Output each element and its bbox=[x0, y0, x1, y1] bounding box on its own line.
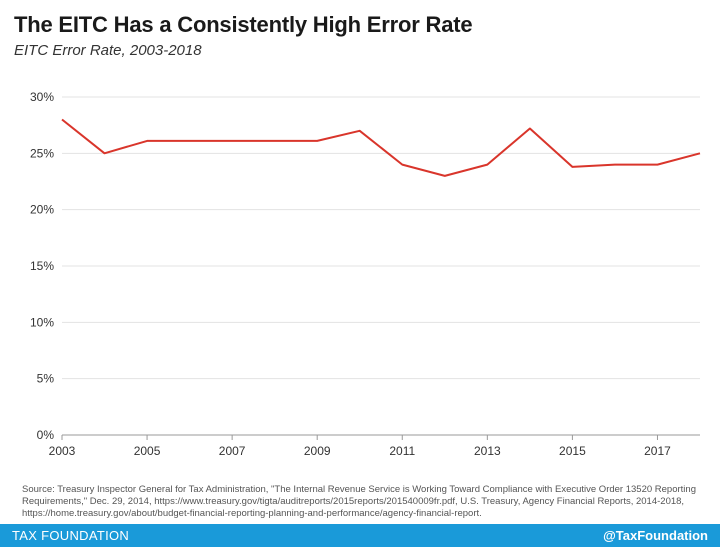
x-tick-label: 2005 bbox=[134, 444, 161, 458]
x-tick-label: 2011 bbox=[389, 444, 415, 458]
series-group bbox=[61, 118, 701, 177]
x-tick-label: 2017 bbox=[644, 444, 671, 458]
x-tick-label: 2015 bbox=[559, 444, 586, 458]
y-tick-label: 0% bbox=[37, 428, 55, 442]
y-tick-label: 15% bbox=[30, 259, 54, 273]
chart-title: The EITC Has a Consistently High Error R… bbox=[14, 12, 473, 37]
footer-org: TAX FOUNDATION bbox=[12, 528, 130, 543]
line-chart: 0% 5% 10% 15% 20% 25% 30% 2003 2005 2007 2009 2011… bbox=[30, 90, 701, 458]
y-tick-label: 30% bbox=[30, 90, 54, 104]
series-line bbox=[61, 118, 701, 177]
x-tick-label: 2009 bbox=[304, 444, 331, 458]
y-axis-ticks: 0% 5% 10% 15% 20% 25% 30% bbox=[30, 90, 54, 442]
footer-bar: TAX FOUNDATION @TaxFoundation bbox=[0, 524, 720, 547]
x-tick-label: 2013 bbox=[474, 444, 501, 458]
y-tick-label: 10% bbox=[30, 315, 54, 329]
x-axis-ticks: 2003 2005 2007 2009 2011 2013 2015 2017 bbox=[49, 435, 671, 458]
footer-handle[interactable]: @TaxFoundation bbox=[603, 528, 708, 543]
grid-lines bbox=[62, 96, 700, 436]
y-tick-label: 25% bbox=[30, 146, 54, 160]
y-tick-label: 5% bbox=[37, 372, 55, 386]
x-tick-label: 2007 bbox=[219, 444, 246, 458]
chart-subtitle: EITC Error Rate, 2003-2018 bbox=[14, 42, 202, 59]
x-tick-label: 2003 bbox=[49, 444, 76, 458]
source-note: Source: Treasury Inspector General for T… bbox=[22, 484, 696, 519]
y-tick-label: 20% bbox=[30, 203, 54, 217]
